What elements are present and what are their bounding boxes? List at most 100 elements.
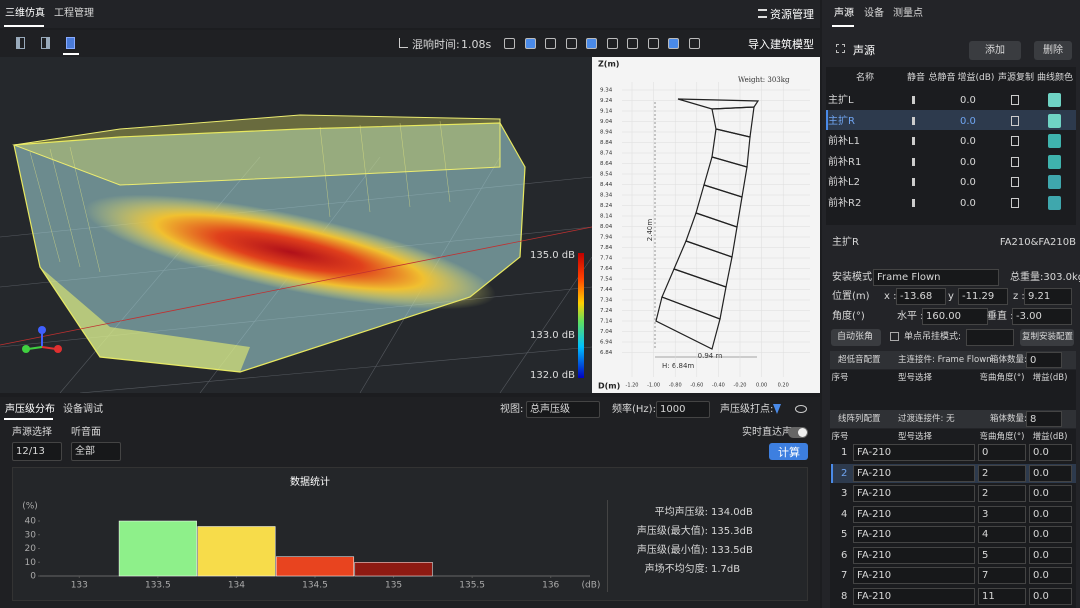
count-dropdown[interactable] (1026, 352, 1062, 368)
angle-dropdown[interactable] (978, 526, 1026, 543)
curve-color[interactable] (1048, 195, 1061, 210)
mute-icon[interactable] (912, 137, 919, 145)
mute-icon[interactable] (912, 198, 919, 207)
viewport-3d[interactable]: 135.0 dB 133.0 dB 132.0 dB (0, 57, 592, 393)
mute-icon[interactable] (912, 116, 919, 125)
angle-dropdown[interactable] (978, 505, 1026, 523)
curve-color[interactable] (1048, 93, 1061, 107)
gain-input[interactable] (1029, 464, 1072, 482)
tab[interactable]: 声压级分布 (5, 404, 55, 415)
model-dropdown[interactable] (853, 444, 975, 461)
curve-color[interactable] (1048, 154, 1061, 169)
angle-dropdown[interactable] (978, 485, 1026, 502)
realtime-toggle[interactable] (788, 427, 808, 438)
tool-icon[interactable] (688, 38, 700, 49)
gain-input[interactable] (1029, 546, 1072, 564)
model-dropdown[interactable] (853, 567, 975, 584)
gain-input[interactable] (1029, 444, 1072, 461)
model-dropdown[interactable] (853, 587, 975, 605)
curve-color[interactable] (1048, 134, 1061, 148)
source-gain: 0.0 (960, 177, 976, 188)
tool-icon[interactable] (606, 38, 618, 49)
gain-input[interactable] (1029, 485, 1072, 502)
tool-icon[interactable] (586, 38, 597, 49)
gain-input[interactable] (1029, 567, 1072, 584)
copy-icon[interactable] (1011, 115, 1019, 126)
tab[interactable]: 三维仿真 (5, 8, 45, 19)
add-button[interactable] (969, 41, 1021, 60)
gain-input[interactable] (1029, 587, 1072, 605)
h-input[interactable] (922, 308, 988, 325)
curve-color[interactable] (1048, 175, 1061, 189)
pos-label: 位置(m) (832, 291, 870, 302)
copy-icon[interactable] (1011, 95, 1019, 105)
tool-icon[interactable] (647, 38, 659, 49)
layout-icon[interactable] (16, 37, 25, 49)
angle-dropdown[interactable] (978, 546, 1026, 564)
tab[interactable]: 设备调试 (63, 404, 103, 415)
copy-button[interactable] (1020, 329, 1074, 346)
tab[interactable]: 工程管理 (54, 8, 94, 19)
copy-icon[interactable] (1011, 136, 1019, 146)
single-dropdown[interactable] (966, 329, 1014, 346)
source-dropdown[interactable] (12, 442, 62, 461)
import-button[interactable]: 导入建筑模型 (748, 38, 814, 51)
layout-icon[interactable] (41, 37, 50, 49)
angle-dropdown[interactable] (978, 587, 1026, 605)
auto-button[interactable] (831, 329, 881, 346)
count-dropdown[interactable] (1026, 411, 1062, 427)
copy-icon[interactable] (1011, 177, 1019, 187)
z-tick-label: 7.64 (600, 266, 613, 272)
freq-dropdown[interactable] (656, 401, 710, 418)
layout-icon[interactable] (66, 37, 75, 49)
copy-icon[interactable] (1011, 156, 1019, 167)
z-axis-label: Z(m) (598, 60, 619, 69)
z-tick-label: 6.84 (600, 350, 613, 356)
add-label: 添加 (985, 45, 1005, 56)
mute-icon[interactable] (912, 157, 919, 166)
resource-button[interactable]: 资源管理 (770, 8, 814, 21)
v-input[interactable] (1012, 308, 1072, 325)
section-title: 线阵列配置 (838, 414, 881, 424)
coord-input[interactable] (958, 288, 1008, 305)
coord-input[interactable] (896, 288, 946, 305)
eye-icon[interactable] (795, 405, 807, 413)
total-weight: 总重量:303.0kg (1010, 272, 1080, 283)
column-header: 声源复制 (997, 73, 1034, 83)
calc-button[interactable] (769, 443, 808, 460)
mute-icon[interactable] (912, 96, 919, 104)
tool-icon[interactable] (668, 38, 679, 49)
model-dropdown[interactable] (853, 505, 975, 523)
coord-input[interactable] (1024, 288, 1072, 305)
angle-dropdown[interactable] (978, 464, 1026, 482)
model-value: FA-210 (857, 590, 892, 602)
curve-color[interactable] (1048, 113, 1061, 128)
dots-icon[interactable] (773, 404, 781, 414)
v-value: -3.00 (1016, 311, 1042, 322)
angle-dropdown[interactable] (978, 567, 1026, 584)
bar (118, 520, 197, 577)
column-header: 增益(dB) (1032, 432, 1068, 442)
tool-icon[interactable] (524, 38, 536, 49)
x-axis-label: (dB) (582, 581, 601, 591)
hatching (29, 120, 451, 273)
single-checkbox[interactable] (890, 332, 899, 341)
tool-icon[interactable] (504, 38, 515, 49)
model-dropdown[interactable] (853, 546, 975, 564)
delete-button[interactable] (1034, 41, 1072, 60)
gain-input[interactable] (1029, 505, 1072, 523)
model-dropdown[interactable] (853, 485, 975, 502)
tool-icon[interactable] (545, 38, 556, 49)
tool-icon[interactable] (627, 38, 638, 49)
view-dropdown[interactable] (526, 401, 600, 418)
tool-icon[interactable] (565, 38, 577, 49)
model-dropdown[interactable] (853, 526, 975, 543)
model-dropdown[interactable] (853, 464, 975, 482)
gain-input[interactable] (1029, 526, 1072, 543)
angle-dropdown[interactable] (978, 444, 1026, 461)
d-tick-label: -0.40 (712, 383, 725, 389)
mount-dropdown[interactable] (873, 269, 999, 286)
surface-dropdown[interactable] (71, 442, 121, 461)
mute-icon[interactable] (912, 178, 919, 186)
copy-icon[interactable] (1011, 197, 1019, 208)
